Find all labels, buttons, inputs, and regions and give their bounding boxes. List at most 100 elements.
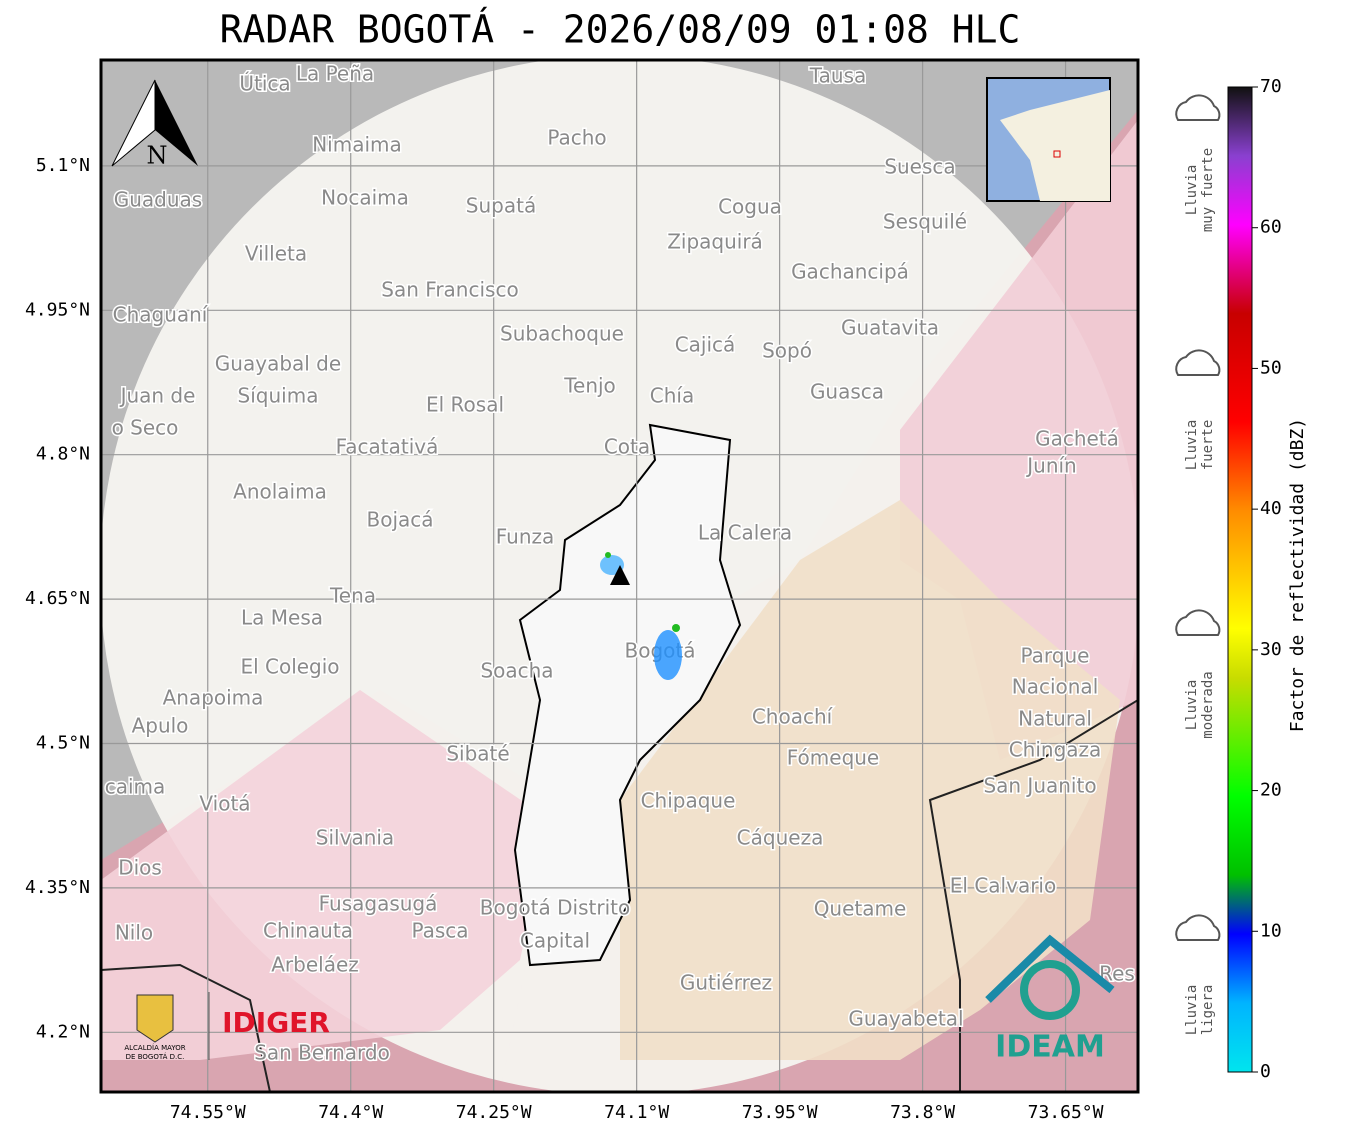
place-label: Chingaza [1009,738,1102,762]
rain-level-label: Lluvia [1184,985,1200,1036]
place-label: Pasca [411,919,468,943]
rain-level: Lluvia moderada [1175,609,1221,739]
rain-level-label: moderada [1200,671,1216,738]
place-label: Junín [1025,454,1076,478]
place-label: Funza [496,525,555,549]
place-label: La Calera [698,521,792,545]
colorbar-tick-label: 70 [1260,76,1282,97]
lon-tick-label: 74.1°W [604,1102,669,1123]
place-label: Guayabal de [215,352,341,376]
rain-level: Lluvia fuerte [1175,349,1221,471]
lat-tick-label: 4.65°N [25,588,90,609]
place-label: Tausa [809,64,867,88]
rain-icon [1175,914,1221,941]
place-label: o Seco [112,416,179,440]
north-arrow: N [111,79,198,170]
place-label: Nocaima [321,186,409,210]
place-label: Juan de [119,384,196,408]
inset-map [986,77,1111,202]
lon-tick-label: 74.55°W [170,1102,246,1123]
place-label: Tenjo [563,374,616,398]
place-label: Zipaquirá [667,230,763,254]
place-label: Bogotá Distrito [480,896,630,920]
place-label: Anapoima [163,686,264,710]
colorbar-tick-label: 30 [1260,639,1282,660]
north-label: N [147,142,168,170]
map: Útica La Peña Tausa Pacho Nimaima Guaduas Noca… [101,60,1138,1092]
place-label: Chía [650,384,694,408]
place-label: Suesca [884,155,955,179]
place-label: Chinauta [263,919,353,943]
place-label: Chaguaní [113,303,209,327]
rain-icon [1175,94,1221,121]
place-label: Cajicá [675,333,736,357]
colorbar-tick-label: 40 [1260,498,1282,519]
place-label: Fusagasugá [319,892,438,916]
place-label: Síquima [238,384,319,408]
colorbar-tick-label: 20 [1260,780,1282,801]
place-label: Natural [1018,707,1092,731]
place-label: El Calvario [950,874,1056,898]
place-label: Facatativá [336,435,439,459]
place-label: El Colegio [240,655,339,679]
place-label: Arbeláez [271,953,359,977]
place-label: Bojacá [366,508,433,532]
rain-level: Lluvia muy fuerte [1175,94,1221,232]
lat-tick-label: 4.2°N [36,1021,90,1042]
lat-tick-label: 4.95°N [25,299,90,320]
colorbar-tick-label: 50 [1260,357,1282,378]
place-label: La Mesa [241,606,323,630]
rain-icon [1175,609,1221,636]
place-label: Guaduas [114,188,202,212]
place-label: Nimaima [312,133,402,157]
lon-tick-label: 74.25°W [456,1102,532,1123]
place-label: Tena [329,584,376,608]
place-label: Pacho [547,126,606,150]
place-label: Cogua [718,195,782,219]
rain-level-label: Lluvia [1184,165,1200,216]
colorbar-tick-label: 10 [1260,920,1282,941]
logo-text: ALCALDÍA MAYOR [124,1043,185,1052]
lon-tick-label: 73.95°W [742,1102,818,1123]
colorbar-tick-label: 60 [1260,217,1282,238]
place-label: San Bernardo [254,1041,390,1065]
radar-site [610,565,630,585]
logo-idiger: IDIGER [222,1006,330,1039]
lon-tick-label: 73.65°W [1028,1102,1104,1123]
place-label: Cota [604,435,650,459]
place-label: El Rosal [426,393,504,417]
lon-tick-label: 73.8°W [890,1102,955,1123]
place-label: La Peña [296,62,374,86]
rain-icon [1175,349,1221,376]
rain-level-label: ligera [1200,985,1216,1036]
rain-level-label: fuerte [1200,420,1216,471]
place-label: caima [105,775,166,799]
colorbar-label: Factor de reflectividad (dBZ) [1287,418,1308,732]
place-label: Nilo [115,921,153,945]
place-label: Fómeque [787,746,880,770]
place-label: Útica [239,72,290,96]
rain-level-label: muy fuerte [1200,148,1216,232]
place-label: Soacha [480,659,553,683]
place-label: Sopó [762,339,812,363]
place-label: Guasca [810,380,884,404]
place-label: Guatavita [841,316,939,340]
place-label: San Francisco [381,278,518,302]
place-label: Apulo [132,714,189,738]
lat-tick-label: 5.1°N [36,155,90,176]
lon-tick-label: 74.4°W [318,1102,383,1123]
place-label: Subachoque [500,322,624,346]
place-label: Parque [1021,644,1090,668]
place-label: Sesquilé [883,210,967,234]
rain-level-label: Lluvia [1184,420,1200,471]
place-label: Nacional [1012,675,1099,699]
lat-tick-label: 4.5°N [36,733,90,754]
place-label: San Juanito [983,774,1096,798]
place-label: Cáqueza [737,826,824,850]
map-frame [99,58,1140,1094]
place-label: Sibaté [446,742,509,766]
place-label: Capital [520,929,590,953]
place-label: Silvania [316,826,394,850]
